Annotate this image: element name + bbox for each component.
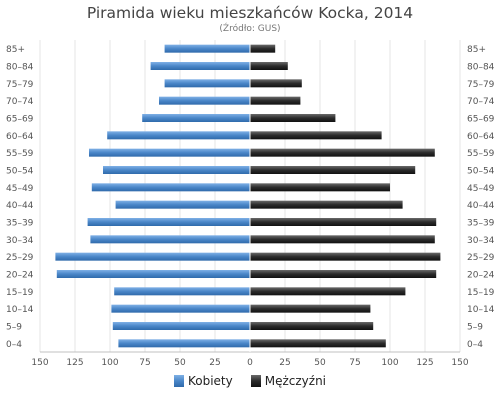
bar-male [250, 79, 302, 88]
bar-male [250, 200, 403, 209]
legend-item-female[interactable]: Kobiety [173, 374, 233, 388]
x-tick-label: 0 [247, 358, 253, 368]
category-label-left: 85+ [6, 45, 25, 55]
bar-female [159, 96, 250, 105]
x-tick-label: 125 [416, 358, 433, 368]
x-tick-label: 150 [31, 358, 48, 368]
bar-female [87, 218, 250, 226]
category-label-right: 55–59 [467, 149, 495, 159]
x-tick-label: 125 [66, 358, 83, 368]
bar-male [250, 218, 437, 226]
category-label-left: 20–24 [6, 271, 34, 281]
bar-female [164, 44, 250, 53]
category-label-left: 5–9 [6, 323, 22, 333]
category-label-right: 0–4 [467, 340, 483, 350]
bar-female [115, 200, 250, 209]
category-label-right: 70–74 [467, 97, 495, 107]
category-label-left: 55–59 [6, 149, 34, 159]
bar-male [250, 114, 336, 122]
bar-male [250, 304, 371, 313]
bar-female [114, 287, 250, 296]
category-label-left: 10–14 [6, 305, 34, 315]
legend-label-male: Mężczyźni [264, 374, 327, 388]
category-label-left: 75–79 [6, 80, 34, 90]
bar-female [91, 183, 250, 192]
legend: Kobiety Mężczyźni [0, 374, 500, 388]
bar-male [250, 96, 301, 105]
bar-female [150, 62, 250, 70]
category-label-right: 45–49 [467, 184, 495, 194]
bar-male [250, 235, 435, 244]
bar-male [250, 339, 386, 348]
x-tick-label: 75 [139, 358, 150, 368]
category-label-left: 60–64 [6, 132, 34, 142]
category-label-left: 35–39 [6, 219, 34, 229]
bar-male [250, 131, 382, 140]
bar-male [250, 148, 435, 157]
category-label-left: 30–34 [6, 236, 34, 246]
category-label-right: 30–34 [467, 236, 495, 246]
category-label-left: 70–74 [6, 97, 34, 107]
category-label-right: 60–64 [467, 132, 495, 142]
bar-female [107, 131, 250, 140]
x-tick-label: 150 [451, 358, 468, 368]
category-label-left: 45–49 [6, 184, 34, 194]
x-tick-label: 75 [349, 358, 360, 368]
bar-male [250, 166, 416, 174]
legend-swatch-male [250, 375, 261, 387]
bar-female [56, 270, 250, 278]
category-label-left: 65–69 [6, 115, 34, 125]
legend-label-female: Kobiety [187, 374, 233, 388]
category-label-right: 15–19 [467, 288, 495, 298]
bar-male [250, 270, 437, 278]
bar-female [142, 114, 250, 122]
category-label-right: 10–14 [467, 305, 495, 315]
category-label-right: 20–24 [467, 271, 495, 281]
bar-male [250, 62, 288, 70]
bar-female [164, 79, 250, 88]
category-label-right: 75–79 [467, 80, 495, 90]
category-label-left: 0–4 [6, 340, 22, 350]
bar-female [90, 235, 251, 244]
category-label-left: 25–29 [6, 253, 34, 263]
bar-male [250, 287, 406, 296]
bar-female [118, 339, 251, 348]
category-label-right: 25–29 [467, 253, 495, 263]
x-tick-label: 50 [314, 358, 326, 368]
category-label-right: 65–69 [467, 115, 495, 125]
category-label-right: 85+ [467, 45, 486, 55]
category-label-right: 35–39 [467, 219, 495, 229]
bar-male [250, 183, 390, 192]
category-label-left: 80–84 [6, 63, 34, 73]
bar-male [250, 44, 276, 53]
chart-title: Piramida wieku mieszkańców Kocka, 2014 [86, 4, 414, 22]
bar-female [112, 322, 250, 330]
category-label-right: 5–9 [467, 323, 483, 333]
x-tick-label: 25 [279, 358, 290, 368]
x-tick-label: 100 [381, 358, 398, 368]
bar-female [55, 252, 251, 261]
x-tick-label: 50 [174, 358, 186, 368]
category-label-right: 40–44 [467, 201, 495, 211]
bar-female [111, 304, 251, 313]
chart-subtitle: (Źródło: GUS) [219, 24, 281, 34]
bar-male [250, 322, 374, 330]
category-label-left: 50–54 [6, 167, 34, 177]
bar-female [103, 166, 250, 174]
category-label-right: 80–84 [467, 63, 495, 73]
x-tick-label: 25 [209, 358, 220, 368]
legend-item-male[interactable]: Mężczyźni [250, 374, 327, 388]
x-tick-label: 100 [101, 358, 118, 368]
bar-male [250, 252, 441, 261]
category-label-left: 40–44 [6, 201, 34, 211]
category-label-right: 50–54 [467, 167, 495, 177]
legend-swatch-female [173, 375, 184, 387]
bar-female [89, 148, 250, 157]
category-label-left: 15–19 [6, 288, 34, 298]
